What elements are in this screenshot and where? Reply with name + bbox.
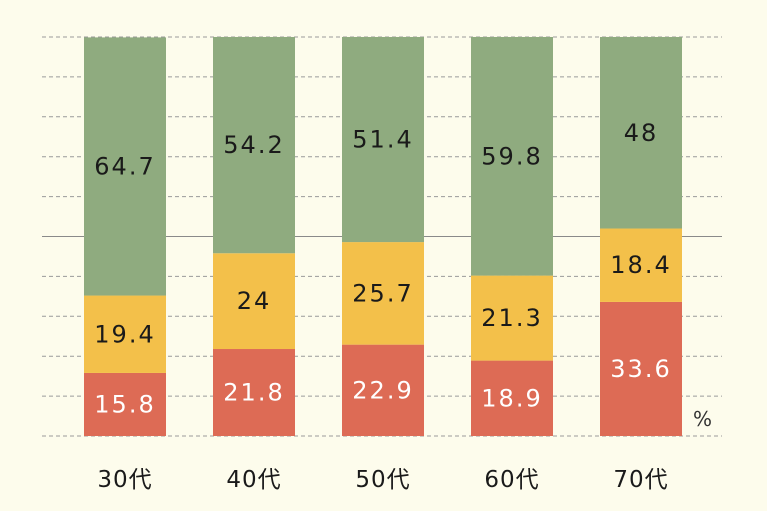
category-label-1: 30代 — [97, 467, 152, 493]
category-label-2: 40代 — [226, 467, 281, 493]
data-label-yellow-4: 21.3 — [481, 304, 542, 332]
bar-green-4 — [471, 37, 553, 276]
bar-yellow-5 — [600, 228, 682, 302]
data-labels: 15.8 19.4 64.7 21.8 24 54.2 22.9 25.7 51.4 18.9 21… — [94, 119, 671, 419]
bar-green-3 — [342, 37, 424, 243]
data-label-red-2: 21.8 — [223, 379, 284, 407]
data-label-green-3: 51.4 — [352, 126, 413, 154]
data-label-yellow-2: 24 — [237, 287, 272, 315]
bar-green-5 — [600, 37, 682, 229]
data-label-green-2: 54.2 — [223, 131, 284, 159]
data-label-yellow-1: 19.4 — [94, 320, 155, 348]
bar-yellow-4 — [471, 275, 553, 361]
bar-red-2 — [213, 349, 295, 436]
category-label-4: 60代 — [484, 467, 539, 493]
bar-yellow-1 — [84, 295, 166, 373]
bars — [84, 37, 682, 436]
data-label-yellow-5: 18.4 — [610, 251, 671, 279]
bar-green-1 — [84, 37, 166, 296]
category-label-3: 50代 — [355, 467, 410, 493]
bar-red-5 — [600, 301, 682, 436]
bar-yellow-2 — [213, 253, 295, 350]
unit-label: % — [693, 407, 712, 431]
data-label-red-1: 15.8 — [94, 390, 155, 418]
bar-yellow-3 — [342, 242, 424, 345]
category-label-5: 70代 — [613, 467, 668, 493]
bar-red-1 — [84, 372, 166, 436]
data-label-red-3: 22.9 — [352, 376, 413, 404]
bar-red-3 — [342, 344, 424, 436]
data-label-red-4: 18.9 — [481, 384, 542, 412]
data-label-red-5: 33.6 — [610, 355, 671, 383]
category-labels: 30代 40代 50代 60代 70代 — [97, 467, 668, 493]
bar-green-2 — [213, 37, 295, 254]
data-label-green-1: 64.7 — [94, 152, 155, 180]
data-label-green-5: 48 — [624, 119, 659, 147]
data-label-yellow-3: 25.7 — [352, 279, 413, 307]
data-label-green-4: 59.8 — [481, 142, 542, 170]
bar-red-4 — [471, 360, 553, 436]
